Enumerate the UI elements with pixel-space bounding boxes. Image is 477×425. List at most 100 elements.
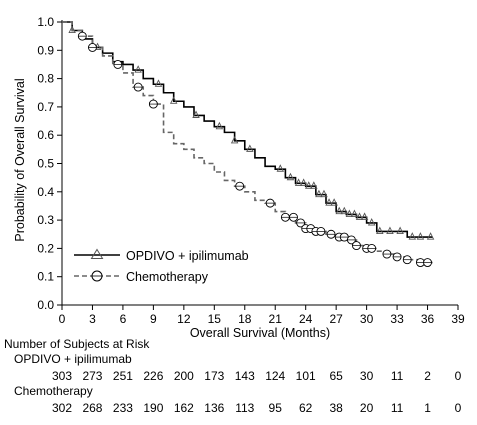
risk-count: 0 bbox=[455, 369, 462, 383]
risk-row-opdivo: 303 273 251 226 200 173 143 124 101 65 30 11 2 0 bbox=[52, 369, 462, 383]
censor-marker bbox=[408, 232, 417, 240]
x-tick-label: 39 bbox=[451, 312, 465, 326]
series-chemotherapy bbox=[62, 21, 433, 267]
x-tick-label: 15 bbox=[208, 312, 222, 326]
censor-marker bbox=[386, 226, 394, 234]
censor-marker bbox=[276, 164, 285, 172]
y-tick-label: 0.2 bbox=[37, 241, 54, 255]
y-tick-label: 1.0 bbox=[37, 15, 54, 29]
x-tick-label: 18 bbox=[238, 312, 252, 326]
x-tick-label: 12 bbox=[177, 312, 191, 326]
risk-count: 101 bbox=[296, 369, 316, 383]
risk-count: 143 bbox=[235, 369, 255, 383]
x-tick-label: 24 bbox=[299, 312, 313, 326]
censor-marker bbox=[299, 178, 308, 186]
x-tick-label: 30 bbox=[360, 312, 374, 326]
y-tick-label: 0.6 bbox=[37, 128, 54, 142]
censor-marker bbox=[169, 96, 178, 104]
x-axis-ticks: 0 3 6 9 12 15 18 21 24 27 30 33 36 39 bbox=[59, 305, 465, 326]
risk-count: 303 bbox=[52, 369, 72, 383]
series-opdivo bbox=[62, 21, 435, 240]
risk-count: 302 bbox=[52, 401, 72, 415]
censor-marker bbox=[416, 232, 425, 240]
censor-marker bbox=[310, 181, 318, 189]
legend-label-chemotherapy: Chemotherapy bbox=[126, 270, 209, 284]
y-axis-title: Probability of Overall Survival bbox=[13, 78, 27, 241]
censor-marker bbox=[325, 198, 333, 206]
x-tick-label: 0 bbox=[59, 312, 66, 326]
risk-count: 1 bbox=[424, 401, 431, 415]
x-tick-label: 6 bbox=[120, 312, 127, 326]
risk-count: 190 bbox=[143, 401, 163, 415]
series-layer bbox=[62, 21, 435, 267]
risk-count: 62 bbox=[299, 401, 313, 415]
x-tick-label: 9 bbox=[150, 312, 157, 326]
censor-marker bbox=[345, 209, 354, 217]
censor-marker bbox=[215, 121, 224, 130]
censor-marker bbox=[396, 226, 404, 234]
x-tick-label: 21 bbox=[269, 312, 283, 326]
censor-marker bbox=[335, 206, 343, 215]
censor-marker bbox=[286, 172, 295, 181]
risk-count: 30 bbox=[360, 369, 374, 383]
risk-count: 95 bbox=[269, 401, 283, 415]
risk-count: 11 bbox=[391, 369, 404, 383]
risk-count: 136 bbox=[204, 401, 224, 415]
y-tick-label: 0.0 bbox=[37, 298, 54, 312]
risk-count: 251 bbox=[113, 369, 133, 383]
risk-count: 162 bbox=[174, 401, 194, 415]
legend-triangle-marker bbox=[90, 248, 104, 259]
y-tick-label: 0.1 bbox=[37, 270, 54, 284]
censor-marker bbox=[192, 110, 200, 118]
censor-marker bbox=[154, 79, 163, 87]
legend: OPDIVO + ipilimumab Chemotherapy bbox=[74, 248, 249, 284]
censor-marker bbox=[246, 144, 254, 152]
risk-row-label-chemotherapy: Chemotherapy bbox=[14, 384, 93, 398]
x-tick-label: 36 bbox=[421, 312, 435, 326]
censor-marker bbox=[360, 212, 369, 220]
censor-marker bbox=[134, 65, 142, 73]
censor-marker bbox=[305, 181, 313, 189]
risk-count: 0 bbox=[455, 401, 462, 415]
censor-marker bbox=[68, 25, 76, 34]
censor-marker bbox=[426, 232, 435, 240]
legend-item-chemotherapy: Chemotherapy bbox=[74, 270, 209, 284]
risk-table-title: Number of Subjects at Risk bbox=[4, 337, 150, 351]
y-tick-label: 0.5 bbox=[37, 157, 54, 171]
censor-marker bbox=[315, 189, 323, 198]
y-tick-label: 0.4 bbox=[37, 185, 54, 199]
risk-count: 173 bbox=[204, 369, 224, 383]
risk-count: 233 bbox=[113, 401, 133, 415]
risk-count: 2 bbox=[424, 369, 431, 383]
legend-label-opdivo: OPDIVO + ipilimumab bbox=[126, 249, 249, 263]
censor-marker bbox=[330, 198, 338, 206]
censor-marker bbox=[294, 178, 303, 186]
x-axis-title: Overall Survival (Months) bbox=[190, 326, 330, 340]
y-tick-label: 0.3 bbox=[37, 213, 54, 227]
censor-marker bbox=[320, 189, 328, 198]
x-tick-label: 33 bbox=[390, 312, 404, 326]
risk-count: 200 bbox=[174, 369, 194, 383]
risk-count: 268 bbox=[82, 401, 102, 415]
risk-count: 113 bbox=[235, 401, 254, 415]
risk-count: 38 bbox=[329, 401, 343, 415]
y-tick-label: 0.8 bbox=[37, 72, 54, 86]
risk-row-label-opdivo: OPDIVO + ipilimumab bbox=[14, 352, 132, 366]
censor-marker bbox=[376, 226, 384, 234]
censor-marker bbox=[340, 206, 349, 215]
risk-count: 65 bbox=[329, 369, 343, 383]
x-tick-label: 27 bbox=[329, 312, 343, 326]
censor-marker bbox=[355, 212, 364, 220]
y-tick-label: 0.7 bbox=[37, 100, 54, 114]
censor-marker bbox=[230, 135, 239, 144]
y-tick-label: 0.9 bbox=[37, 43, 54, 57]
risk-count: 20 bbox=[360, 401, 374, 415]
censor-marker bbox=[367, 218, 376, 226]
risk-count: 273 bbox=[82, 369, 102, 383]
legend-item-opdivo: OPDIVO + ipilimumab bbox=[74, 248, 249, 263]
survival-curve bbox=[62, 21, 433, 238]
censor-marker bbox=[350, 209, 359, 217]
risk-count: 11 bbox=[391, 401, 404, 415]
